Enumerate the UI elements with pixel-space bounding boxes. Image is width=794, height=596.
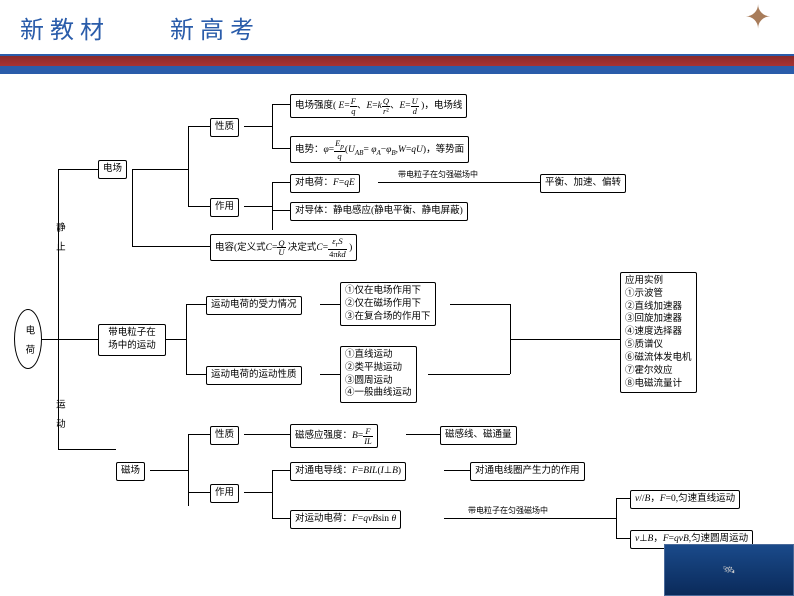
header-title: 新教材 新高考 <box>20 18 260 44</box>
mfield-property-node: 性质 <box>210 426 239 445</box>
magnetic-flux-density-box: 磁感应强度：B=FIL <box>290 424 378 448</box>
forces-node: 运动电荷的受力情况 <box>206 296 302 315</box>
concept-diagram: 电 荷 静 止 运 动 电场 性质 电场强度( E=Fq、E=kQr²、E=Ud… <box>0 74 794 544</box>
moving-label: 运 动 <box>52 399 65 428</box>
efield-property-node: 性质 <box>210 118 239 137</box>
coil-force-box: 对通电线圈产生力的作用 <box>470 462 585 481</box>
efield-intensity-box: 电场强度( E=Fq、E=kQr²、E=Ud )，电场线 <box>290 94 467 118</box>
motion-list-box: ①直线运动 ②类平抛运动 ③圆周运动 ④一般曲线运动 <box>340 346 417 403</box>
efield-effect-node: 作用 <box>210 198 239 217</box>
moving-charge-force-box: 对运动电荷：F=qvBsin θ <box>290 510 401 529</box>
spacecraft-image: 🛰 <box>664 544 794 596</box>
blue-stripe <box>0 66 794 74</box>
electric-field-node: 电场 <box>98 160 127 179</box>
potential-box: 电势：φ=Epq(UAB= φA−φB,W=qU)，等势面 <box>290 136 469 163</box>
uniform-field-note: 带电粒子在匀强磁场中 <box>398 170 478 181</box>
force-on-charge-box: 对电荷：F=qE <box>290 174 360 193</box>
static-label: 静 止 <box>52 222 65 251</box>
magnetic-field-node: 磁场 <box>116 462 145 481</box>
mfield-effect-node: 作用 <box>210 484 239 503</box>
applications-box: 应用实例 ①示波管 ②直线加速器 ③回旋加速器 ④速度选择器 ⑤质谱仪 ⑥磁流体… <box>620 272 697 393</box>
wizard-icon: ✦ <box>728 0 788 52</box>
page-header: 新教材 新高考 ✦ <box>0 0 794 56</box>
charged-particle-motion-node: 带电粒子在 场中的运动 <box>98 324 166 356</box>
capacitor-box: 电容(定义式C=QU 决定式C=εrS4πkd ) <box>210 234 357 261</box>
wire-force-box: 对通电导线：F=BIL(I⊥B) <box>290 462 406 481</box>
flux-lines-box: 磁感线、磁通量 <box>440 426 517 445</box>
red-stripe <box>0 56 794 66</box>
uniform-mfield-note: 带电粒子在匀强磁场中 <box>468 506 548 517</box>
root-node: 电 荷 <box>14 309 42 369</box>
balance-accel-box: 平衡、加速、偏转 <box>540 174 626 193</box>
parallel-case-box: v//B，F=0,匀速直线运动 <box>630 490 740 509</box>
forces-list-box: ①仅在电场作用下 ②仅在磁场作用下 ③在复合场的作用下 <box>340 282 436 326</box>
motion-nature-node: 运动电荷的运动性质 <box>206 366 302 385</box>
conductor-box: 对导体：静电感应(静电平衡、静电屏蔽) <box>290 202 468 221</box>
